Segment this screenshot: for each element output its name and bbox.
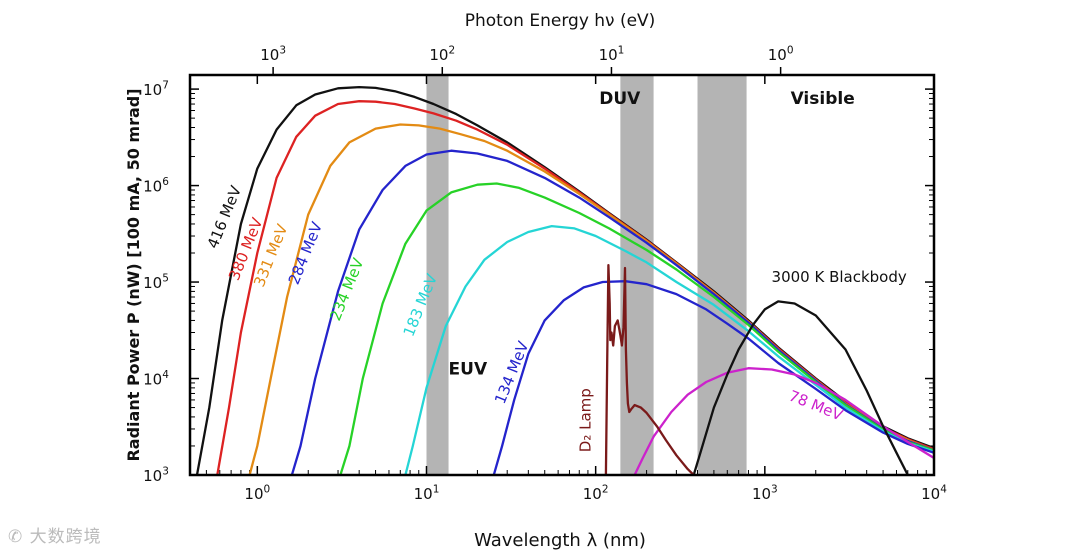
top-tick-label-exp: 2	[448, 44, 455, 56]
x-tick-label: 101	[414, 483, 440, 503]
y-tick-label-exp: 6	[162, 176, 169, 188]
y-tick-label-exp: 5	[162, 272, 169, 284]
y-tick-label-base: 10	[143, 467, 162, 485]
x-tick-label: 100	[244, 483, 270, 503]
x-tick-label-base: 10	[921, 485, 940, 503]
x-tick-label-base: 10	[752, 485, 771, 503]
y-tick-label-exp: 4	[162, 369, 169, 381]
x-tick-label-exp: 4	[940, 483, 947, 495]
band-euv	[426, 75, 449, 475]
x-tick-label-base: 10	[414, 485, 433, 503]
watermark-text: 大数跨境	[29, 527, 102, 547]
top-tick-label-base: 10	[429, 46, 448, 64]
top-tick-label-base: 10	[599, 46, 618, 64]
band-label-euv: EUV	[449, 360, 488, 380]
series-label-134-mev: 134 MeV	[491, 338, 533, 406]
top-tick-label-exp: 0	[787, 44, 794, 56]
y-axis-label: Radiant Power P (nW) [100 mA, 50 mrad]	[124, 88, 143, 461]
chart-title: Photon Energy hν (eV)	[465, 11, 656, 31]
series-label-78-mev: 78 MeV	[786, 387, 846, 425]
series-label-234-mev: 234 MeV	[326, 255, 368, 323]
top-tick-label: 101	[599, 44, 625, 64]
series-line-d-lamp	[604, 263, 695, 475]
x-tick-label-exp: 2	[602, 483, 609, 495]
x-tick-label-exp: 3	[771, 483, 778, 495]
x-tick-label-base: 10	[583, 485, 602, 503]
series-layer	[195, 85, 934, 475]
band-visible	[697, 75, 747, 475]
top-tick-label: 100	[768, 44, 794, 64]
band-label-visible: Visible	[791, 89, 855, 109]
x-tick-label: 102	[583, 483, 609, 503]
y-tick-label: 106	[143, 176, 169, 196]
y-tick-label-base: 10	[143, 81, 162, 99]
series-label-3000-k-blackbody: 3000 K Blackbody	[772, 268, 907, 286]
y-tick-label: 107	[143, 79, 169, 99]
y-tick-label-exp: 3	[162, 465, 169, 477]
top-tick-label: 102	[429, 44, 455, 64]
x-tick-label-exp: 0	[264, 483, 271, 495]
plot-frame	[188, 73, 936, 477]
series-label-d-lamp: D₂ Lamp	[576, 388, 594, 452]
watermark: ✆ 大数跨境	[8, 522, 102, 547]
series-line-183-mev	[404, 224, 934, 475]
series-line-3000-k-blackbody	[692, 300, 909, 475]
watermark-icon: ✆	[8, 527, 24, 547]
top-tick-label-base: 10	[260, 46, 279, 64]
series-line-284-mev	[290, 149, 934, 475]
x-axis-label: Wavelength λ (nm)	[474, 530, 646, 551]
y-tick-label: 103	[143, 465, 169, 485]
top-tick-label-exp: 3	[279, 44, 286, 56]
y-tick-label-base: 10	[143, 371, 162, 389]
top-tick-label: 103	[260, 44, 286, 64]
y-tick-label-base: 10	[143, 178, 162, 196]
y-tick-label: 105	[143, 272, 169, 292]
x-tick-label-base: 10	[244, 485, 263, 503]
top-tick-label-exp: 1	[618, 44, 625, 56]
series-line-134-mev	[492, 280, 934, 475]
band-label-duv: DUV	[599, 89, 641, 109]
x-tick-label: 104	[921, 483, 947, 503]
x-tick-label-exp: 1	[433, 483, 440, 495]
y-tick-label-base: 10	[143, 274, 162, 292]
x-tick-label: 103	[752, 483, 778, 503]
top-tick-label-base: 10	[768, 46, 787, 64]
y-tick-label: 104	[143, 369, 169, 389]
y-tick-label-exp: 7	[162, 79, 169, 91]
